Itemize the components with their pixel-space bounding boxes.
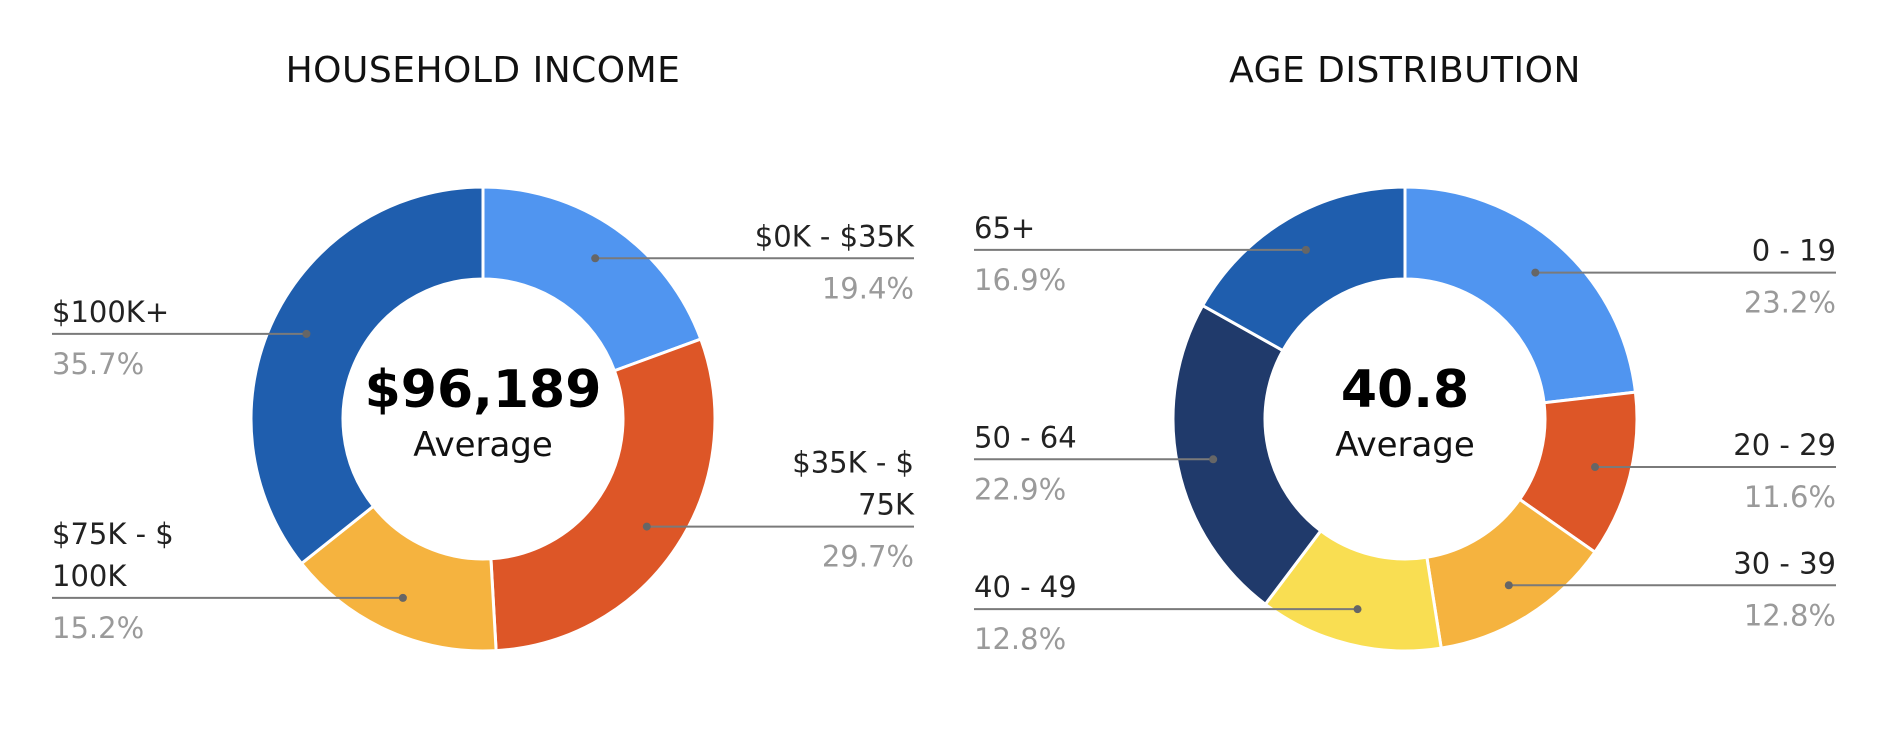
center-average-label: Average xyxy=(1335,425,1475,465)
percent-label-0-19: 23.2% xyxy=(1744,286,1836,320)
leader-dot-100k xyxy=(302,329,311,338)
center-average-value: 40.8 xyxy=(1341,360,1469,420)
percent-label-50-64: 22.9% xyxy=(974,472,1066,506)
leader-dot-75k-100k xyxy=(398,593,407,602)
slice-35k-75k xyxy=(489,337,717,653)
slice-labels: 0 - 19 23.2% 20 - 29 11.6% 30 - 39 12.8% 40 - … xyxy=(974,211,1836,656)
percent-label-65: 16.9% xyxy=(974,263,1066,297)
category-label-20-29: 20 - 29 xyxy=(1733,428,1836,462)
leader-dot-20-29 xyxy=(1591,463,1600,472)
donut-slices xyxy=(249,185,717,653)
category-label-75k-100k: 100K xyxy=(52,559,127,593)
category-label-65: 65+ xyxy=(974,211,1035,245)
leader-dot-30-39 xyxy=(1504,581,1513,590)
category-label-75k-100k: $75K - $ xyxy=(52,517,174,551)
leader-dot-0-19 xyxy=(1531,268,1540,277)
leader-dot-50-64 xyxy=(1209,455,1218,464)
category-label-50-64: 50 - 64 xyxy=(974,420,1077,454)
category-label-35k-75k: 75K xyxy=(858,488,915,522)
percent-label-75k-100k: 15.2% xyxy=(52,611,144,645)
slice-0-19 xyxy=(1403,185,1638,405)
chart-title: HOUSEHOLD INCOME xyxy=(286,50,681,91)
slice-65 xyxy=(1200,185,1407,353)
leader-dot-65 xyxy=(1301,245,1310,254)
leader-dot-0k-35k xyxy=(591,254,600,263)
household-income-chart: HOUSEHOLD INCOME $0K - $35K 19.4% $35K - $… xyxy=(52,50,915,653)
percent-label-100k: 35.7% xyxy=(52,347,144,381)
category-label-0-19: 0 - 19 xyxy=(1752,234,1836,268)
age-distribution-chart: AGE DISTRIBUTION 0 - 19 23.2% 20 - 29 11.6%… xyxy=(974,50,1836,656)
leader-dot-40-49 xyxy=(1353,605,1362,614)
category-label-30-39: 30 - 39 xyxy=(1733,546,1836,580)
category-label-35k-75k: $35K - $ xyxy=(792,446,914,480)
category-label-0k-35k: $0K - $35K xyxy=(755,219,915,253)
donut-slices xyxy=(1171,185,1639,653)
chart-title: AGE DISTRIBUTION xyxy=(1229,50,1581,91)
slice-0k-35k xyxy=(481,185,703,373)
category-label-100k: $100K+ xyxy=(52,295,169,329)
percent-label-40-49: 12.8% xyxy=(974,622,1066,656)
percent-label-0k-35k: 19.4% xyxy=(822,271,914,305)
center-average-label: Average xyxy=(413,425,553,465)
percent-label-30-39: 12.8% xyxy=(1744,598,1836,632)
category-label-40-49: 40 - 49 xyxy=(974,570,1077,604)
slice-100k xyxy=(249,185,485,566)
center-average-value: $96,189 xyxy=(365,360,602,420)
slice-labels: $0K - $35K 19.4% $35K - $ 75K 29.7% $75K - $ 1… xyxy=(52,219,915,645)
percent-label-35k-75k: 29.7% xyxy=(822,540,914,574)
percent-label-20-29: 11.6% xyxy=(1744,480,1836,514)
leader-dot-35k-75k xyxy=(642,522,651,531)
slice-50-64 xyxy=(1171,303,1323,607)
